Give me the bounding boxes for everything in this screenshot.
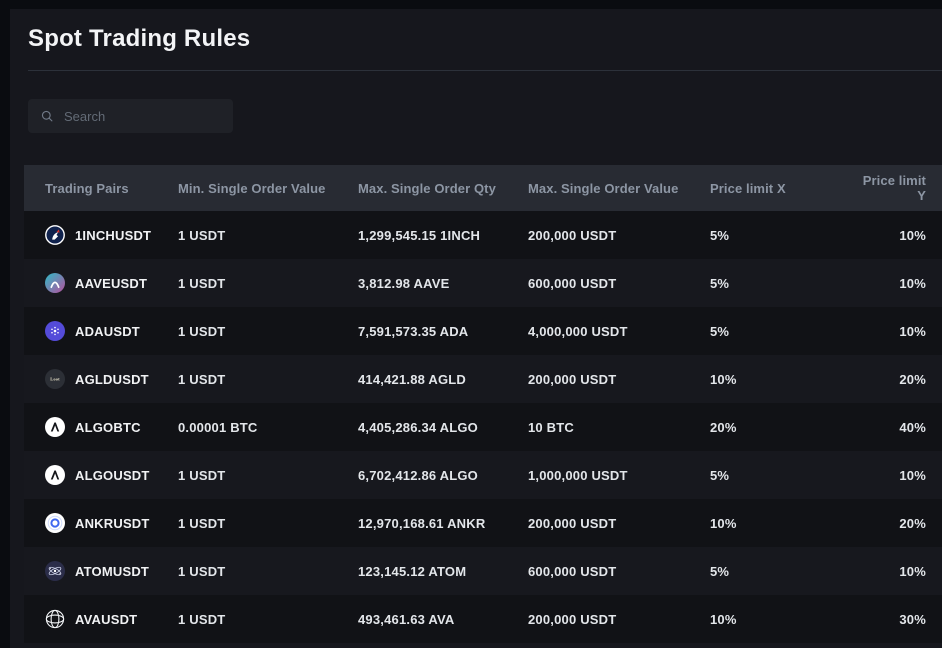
price-limit-x: 10%: [710, 371, 737, 387]
table-header-row: Trading Pairs Min. Single Order Value Ma…: [24, 165, 942, 211]
agld-icon: Loot: [45, 369, 65, 389]
trading-pair-cell: ALGOBTC: [45, 417, 178, 437]
trading-pair-label: 1INCHUSDT: [75, 227, 152, 243]
max-single-order-value: 600,000 USDT: [528, 275, 617, 291]
table-row[interactable]: ATOMUSDT 1 USDT 123,145.12 ATOM 600,000 …: [24, 547, 942, 595]
price-limit-y: 30%: [899, 611, 926, 627]
trading-pair-cell: ALGOUSDT: [45, 465, 178, 485]
price-limit-x: 5%: [710, 275, 730, 291]
trading-pair-cell: Loot AGLDUSDT: [45, 369, 178, 389]
table-row[interactable]: ALGOUSDT 1 USDT 6,702,412.86 ALGO 1,000,…: [24, 451, 942, 499]
max-single-order-value: 200,000 USDT: [528, 371, 617, 387]
price-limit-y: 20%: [899, 371, 926, 387]
trading-pair-label: AGLDUSDT: [75, 371, 149, 387]
min-single-order-value: 1 USDT: [178, 227, 226, 243]
price-limit-y: 10%: [899, 467, 926, 483]
price-limit-x: 10%: [710, 515, 737, 531]
trading-pair-cell: ATOMUSDT: [45, 561, 178, 581]
trading-pair-cell: 1INCHUSDT: [45, 225, 178, 245]
min-single-order-value: 1 USDT: [178, 371, 226, 387]
min-single-order-value: 1 USDT: [178, 275, 226, 291]
min-single-order-value: 1 USDT: [178, 611, 226, 627]
column-header-max-single-order-value: Max. Single Order Value: [528, 180, 679, 196]
table-row[interactable]: ADAUSDT 1 USDT 7,591,573.35 ADA 4,000,00…: [24, 307, 942, 355]
ankr-icon: [45, 513, 65, 533]
trading-pair-label: ALGOBTC: [75, 419, 141, 435]
max-single-order-qty: 1,299,545.15 1INCH: [358, 227, 481, 243]
trading-pair-label: AAVEUSDT: [75, 275, 148, 291]
svg-text:Loot: Loot: [50, 377, 60, 382]
price-limit-x: 5%: [710, 467, 730, 483]
page-title: Spot Trading Rules: [28, 25, 251, 52]
max-single-order-qty: 4,405,286.34 ALGO: [358, 419, 478, 435]
min-single-order-value: 0.00001 BTC: [178, 419, 258, 435]
max-single-order-value: 600,000 USDT: [528, 563, 617, 579]
trading-pair-cell: ANKRUSDT: [45, 513, 178, 533]
price-limit-y: 10%: [899, 563, 926, 579]
max-single-order-value: 10 BTC: [528, 419, 574, 435]
trading-pair-cell: AAVEUSDT: [45, 273, 178, 293]
max-single-order-value: 200,000 USDT: [528, 227, 617, 243]
trading-pair-label: ATOMUSDT: [75, 563, 150, 579]
price-limit-x: 5%: [710, 227, 730, 243]
trading-pair-cell: ADAUSDT: [45, 321, 178, 341]
1inch-icon: [45, 225, 65, 245]
search-icon: [40, 109, 54, 123]
max-single-order-value: 4,000,000 USDT: [528, 323, 628, 339]
min-single-order-value: 1 USDT: [178, 323, 226, 339]
price-limit-y: 10%: [899, 323, 926, 339]
price-limit-y: 10%: [899, 275, 926, 291]
title-divider: [28, 70, 942, 71]
ava-icon: [45, 609, 65, 629]
price-limit-y: 40%: [899, 419, 926, 435]
trading-pair-label: AVAUSDT: [75, 611, 138, 627]
price-limit-y: 10%: [899, 227, 926, 243]
atom-icon: [45, 561, 65, 581]
trading-pair-cell: AVAUSDT: [45, 609, 178, 629]
min-single-order-value: 1 USDT: [178, 563, 226, 579]
table-row[interactable]: 1INCHUSDT 1 USDT 1,299,545.15 1INCH 200,…: [24, 211, 942, 259]
trading-pair-label: ADAUSDT: [75, 323, 140, 339]
max-single-order-value: 200,000 USDT: [528, 611, 617, 627]
trading-pair-label: ANKRUSDT: [75, 515, 150, 531]
max-single-order-qty: 493,461.63 AVA: [358, 611, 455, 627]
min-single-order-value: 1 USDT: [178, 515, 226, 531]
table-body: 1INCHUSDT 1 USDT 1,299,545.15 1INCH 200,…: [24, 211, 942, 643]
max-single-order-qty: 12,970,168.61 ANKR: [358, 515, 486, 531]
trading-pair-label: ALGOUSDT: [75, 467, 150, 483]
max-single-order-qty: 123,145.12 ATOM: [358, 563, 467, 579]
table-row[interactable]: Loot AGLDUSDT 1 USDT 414,421.88 AGLD 200…: [24, 355, 942, 403]
aave-icon: [45, 273, 65, 293]
table-row[interactable]: AVAUSDT 1 USDT 493,461.63 AVA 200,000 US…: [24, 595, 942, 643]
max-single-order-qty: 414,421.88 AGLD: [358, 371, 467, 387]
max-single-order-qty: 3,812.98 AAVE: [358, 275, 450, 291]
min-single-order-value: 1 USDT: [178, 467, 226, 483]
column-header-min-single-order-value: Min. Single Order Value: [178, 180, 326, 196]
column-header-price-limit-y: Price limit Y: [862, 173, 926, 203]
price-limit-x: 5%: [710, 323, 730, 339]
table-row[interactable]: AAVEUSDT 1 USDT 3,812.98 AAVE 600,000 US…: [24, 259, 942, 307]
spot-trading-rules-page: Spot Trading Rules Trading Pairs Min. Si…: [10, 9, 942, 648]
max-single-order-qty: 7,591,573.35 ADA: [358, 323, 469, 339]
table-row[interactable]: ANKRUSDT 1 USDT 12,970,168.61 ANKR 200,0…: [24, 499, 942, 547]
max-single-order-value: 1,000,000 USDT: [528, 467, 628, 483]
trading-rules-table: Trading Pairs Min. Single Order Value Ma…: [24, 165, 942, 643]
column-header-price-limit-x: Price limit X: [710, 180, 786, 196]
search-input[interactable]: [62, 107, 216, 125]
max-single-order-qty: 6,702,412.86 ALGO: [358, 467, 478, 483]
algo-icon: [45, 417, 65, 437]
price-limit-y: 20%: [899, 515, 926, 531]
price-limit-x: 20%: [710, 419, 737, 435]
column-header-trading-pairs: Trading Pairs: [45, 180, 129, 196]
ada-icon: [45, 321, 65, 341]
max-single-order-value: 200,000 USDT: [528, 515, 617, 531]
table-row[interactable]: ALGOBTC 0.00001 BTC 4,405,286.34 ALGO 10…: [24, 403, 942, 451]
price-limit-x: 10%: [710, 611, 737, 627]
algo-icon: [45, 465, 65, 485]
price-limit-x: 5%: [710, 563, 730, 579]
search-box[interactable]: [28, 99, 233, 133]
column-header-max-single-order-qty: Max. Single Order Qty: [358, 180, 496, 196]
